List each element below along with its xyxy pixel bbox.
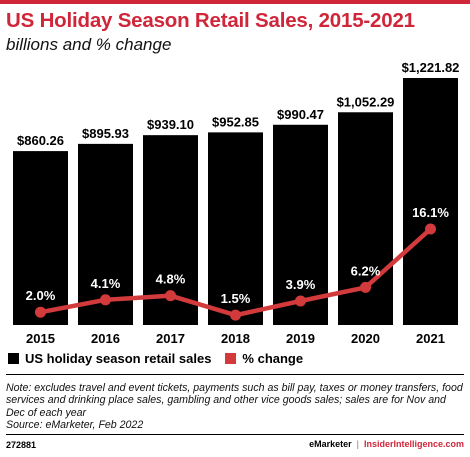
pct-change-label-2017: 4.8% — [156, 272, 186, 287]
x-tick-label-2019: 2019 — [286, 331, 315, 345]
legend: US holiday season retail sales % change — [8, 349, 317, 367]
brand-emarketer: eMarketer — [309, 439, 352, 449]
pct-change-point-2019 — [295, 295, 306, 307]
bar-value-label-2017: $939.10 — [147, 117, 194, 132]
x-tick-label-2018: 2018 — [221, 331, 250, 345]
top-accent-bar — [0, 0, 470, 4]
bar-2019 — [273, 124, 328, 325]
pct-change-label-2018: 1.5% — [221, 291, 251, 306]
bar-2018 — [208, 132, 263, 325]
x-tick-label-2021: 2021 — [416, 331, 445, 345]
legend-swatch-sales — [8, 352, 19, 364]
legend-item-change: % change — [225, 351, 303, 366]
legend-label-sales: US holiday season retail sales — [25, 350, 212, 366]
chart-subtitle: billions and % change — [6, 35, 172, 54]
pct-change-label-2015: 2.0% — [26, 288, 56, 303]
chart-id: 272881 — [6, 440, 37, 450]
x-tick-label-2020: 2020 — [351, 331, 380, 345]
pct-change-point-2016 — [100, 294, 111, 306]
legend-item-sales: US holiday season retail sales — [8, 351, 211, 366]
bar-value-label-2020: $1,052.29 — [337, 94, 395, 109]
divider — [6, 374, 464, 375]
brand-separator: | — [356, 439, 359, 449]
legend-swatch-change — [225, 352, 237, 364]
x-tick-label-2016: 2016 — [91, 331, 120, 345]
pct-change-label-2021: 16.1% — [412, 205, 449, 220]
note: Note: excludes travel and event tickets,… — [6, 382, 466, 431]
bar-2021 — [403, 78, 458, 325]
chart-title: US Holiday Season Retail Sales, 2015-202… — [6, 9, 415, 32]
source-text: Source: eMarketer, Feb 2022 — [6, 418, 144, 431]
bar-value-label-2019: $990.47 — [277, 107, 324, 122]
pct-change-label-2020: 6.2% — [351, 263, 381, 278]
brand-insider: InsiderIntelligence.com — [363, 439, 464, 449]
pct-change-point-2018 — [230, 309, 241, 321]
bar-value-label-2018: $952.85 — [212, 114, 259, 129]
chart: $860.26 2015 $895.93 2016 $939.10 2017 $952.85… — [13, 60, 460, 345]
footer-brand: eMarketer | InsiderIntelligence.com — [309, 439, 464, 449]
pct-change-point-2015 — [35, 306, 46, 318]
x-tick-label-2015: 2015 — [26, 331, 55, 345]
bar-value-label-2021: $1,221.82 — [402, 60, 460, 75]
footer-divider — [6, 434, 464, 435]
pct-change-point-2017 — [165, 290, 176, 302]
bar-value-label-2015: $860.26 — [17, 133, 64, 148]
note-text: Note: excludes travel and event tickets,… — [6, 382, 463, 419]
x-tick-label-2017: 2017 — [156, 331, 185, 345]
pct-change-label-2019: 3.9% — [286, 277, 316, 292]
legend-label-change: % change — [242, 350, 304, 366]
bar-value-label-2016: $895.93 — [82, 126, 129, 141]
pct-change-label-2016: 4.1% — [91, 276, 121, 291]
bar-2015 — [13, 151, 68, 325]
pct-change-point-2021 — [425, 223, 436, 235]
pct-change-point-2020 — [360, 281, 371, 293]
